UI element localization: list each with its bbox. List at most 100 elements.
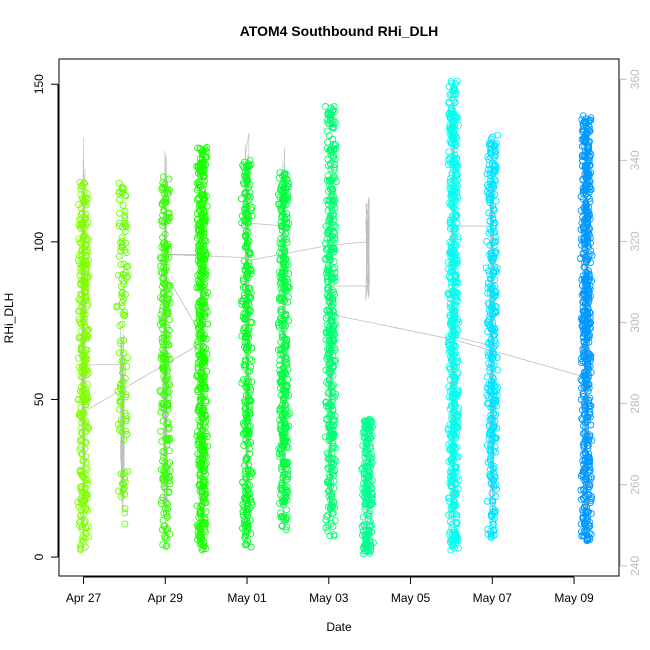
data-point (452, 294, 460, 302)
connector-line (246, 244, 331, 262)
data-point (331, 344, 339, 352)
data-point (585, 450, 593, 458)
data-point (243, 417, 251, 425)
data-point (201, 236, 209, 244)
data-point (242, 494, 250, 502)
data-point (577, 207, 585, 215)
data-point (450, 215, 458, 223)
data-point (584, 213, 592, 221)
data-point (242, 436, 250, 444)
connector-line (246, 222, 284, 227)
data-point (197, 159, 205, 167)
data-point (583, 258, 591, 266)
data-point (244, 511, 252, 519)
data-point (118, 298, 126, 306)
data-point (118, 292, 126, 300)
data-point (118, 234, 126, 242)
data-point (490, 145, 498, 153)
point-cluster (577, 112, 596, 545)
data-point (282, 494, 289, 502)
data-point (164, 505, 172, 513)
data-point (156, 386, 164, 394)
data-point (483, 373, 491, 381)
data-point (322, 398, 330, 406)
data-point (77, 542, 85, 550)
data-point (582, 416, 590, 423)
data-point (324, 155, 332, 163)
data-point (194, 144, 202, 152)
data-point (451, 80, 459, 88)
data-point (489, 465, 497, 473)
data-point (449, 189, 457, 197)
data-point (449, 443, 457, 451)
data-point (80, 519, 88, 526)
data-point (83, 465, 91, 473)
data-point (324, 119, 332, 127)
data-point (579, 494, 587, 502)
data-point (115, 219, 123, 227)
data-point (447, 356, 455, 364)
data-point (83, 241, 91, 249)
data-point (284, 473, 292, 481)
data-point (200, 207, 208, 215)
data-point (281, 408, 288, 416)
data-point (78, 343, 86, 351)
data-point (451, 452, 459, 460)
data-point (366, 517, 374, 525)
x-tick-label: Apr 29 (148, 591, 184, 605)
data-point (115, 222, 123, 230)
data-point (120, 185, 128, 193)
data-point (161, 181, 169, 188)
data-point (454, 423, 462, 431)
data-point (243, 528, 251, 535)
data-point (584, 442, 592, 450)
data-point (324, 464, 332, 472)
data-point (585, 276, 593, 284)
data-point (489, 350, 496, 358)
data-point (119, 385, 127, 393)
data-point (121, 375, 129, 382)
data-point (118, 241, 126, 249)
data-point (450, 379, 458, 387)
data-point (163, 372, 171, 380)
data-point (487, 252, 495, 260)
y2-tick-label: 260 (628, 474, 642, 494)
data-point (329, 523, 337, 531)
data-point (361, 500, 369, 508)
data-point (451, 535, 459, 543)
data-point (453, 453, 461, 461)
data-point (245, 397, 253, 405)
data-point (160, 218, 168, 226)
y-tick-label: 150 (32, 74, 46, 94)
data-point (327, 483, 335, 491)
data-point (199, 185, 207, 193)
data-point (123, 415, 131, 423)
data-point (198, 410, 206, 418)
data-point (166, 436, 174, 444)
data-point (195, 207, 203, 215)
data-point (202, 267, 210, 275)
data-point (586, 314, 594, 322)
data-point (448, 282, 456, 290)
data-point (329, 212, 337, 220)
data-point (322, 328, 330, 336)
data-point (162, 308, 170, 316)
data-point (452, 540, 460, 548)
data-point (199, 373, 207, 381)
data-point (579, 513, 587, 521)
data-point (579, 372, 587, 380)
data-point (245, 389, 253, 397)
data-point (325, 424, 333, 432)
data-point (330, 455, 338, 463)
data-point (121, 212, 128, 219)
data-point (491, 141, 499, 149)
data-point (75, 354, 82, 362)
data-point (453, 519, 461, 527)
data-point (278, 412, 286, 420)
data-point (577, 520, 585, 528)
data-point (359, 550, 367, 558)
data-point (325, 269, 332, 277)
data-point (160, 401, 167, 409)
data-point (277, 391, 285, 399)
x-tick-label: May 01 (227, 591, 267, 605)
